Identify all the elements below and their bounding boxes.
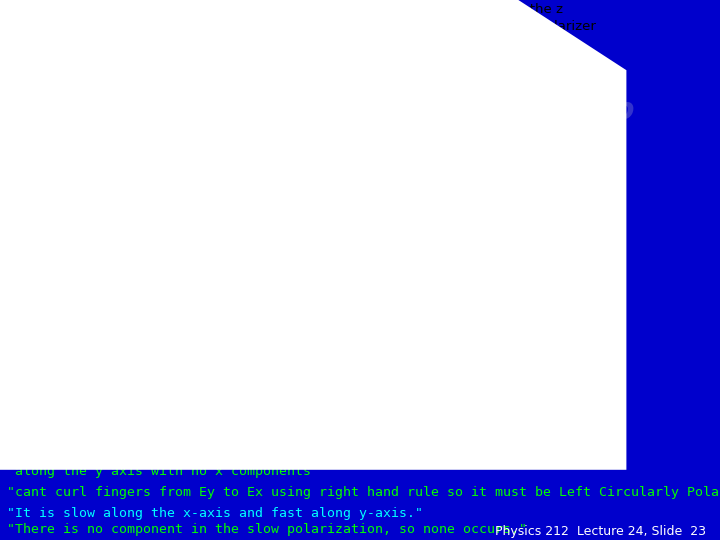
Text: What is the polarization of the light wave in Case B after it passes through the: What is the polarization of the light wa… [13, 359, 559, 392]
Text: "There is no component in the slow polarization, so none occurs.": "There is no component in the slow polar… [7, 523, 527, 536]
Ellipse shape [163, 148, 225, 259]
Text: y: y [88, 125, 95, 138]
Polygon shape [413, 150, 526, 167]
Text: "along the y axis with no x components": "along the y axis with no x components" [7, 464, 319, 478]
Text: Physics 212  Lecture 24, Slide  23: Physics 212 Lecture 24, Slide 23 [495, 525, 706, 538]
Text: Checkpoint 2b: Checkpoint 2b [388, 96, 635, 125]
Text: A.: A. [13, 416, 29, 430]
Text: Case A: Case A [99, 98, 152, 113]
Text: E: E [282, 106, 293, 124]
Text: E: E [63, 106, 74, 124]
Text: C.: C. [13, 444, 28, 457]
Polygon shape [501, 150, 526, 293]
Text: undefined: undefined [261, 444, 339, 457]
Text: right circularly polarized: right circularly polarized [32, 444, 210, 457]
Text: left circularly polarized: left circularly polarized [261, 416, 428, 430]
Text: B.: B. [239, 416, 255, 430]
Text: Case B: Case B [344, 98, 397, 113]
Text: linearly polarized: linearly polarized [32, 416, 161, 430]
Text: y: y [307, 125, 315, 138]
Text: Identical linearly polarized light at 45º from the y-axis and propagating along : Identical linearly polarized light at 45… [9, 3, 595, 67]
Text: z: z [508, 211, 514, 225]
Text: z: z [237, 227, 243, 240]
Text: slow: slow [446, 284, 478, 296]
Text: D.: D. [239, 444, 256, 457]
Text: x: x [392, 168, 399, 181]
Text: x: x [172, 168, 179, 181]
Text: fast: fast [414, 215, 428, 246]
Text: "It is slow along the x-axis and fast along y-axis.": "It is slow along the x-axis and fast al… [7, 507, 423, 519]
Polygon shape [413, 167, 501, 293]
Text: "cant curl fingers from Ey to Ex using right hand rule so it must be Left Circul: "cant curl fingers from Ey to Ex using r… [7, 485, 720, 498]
